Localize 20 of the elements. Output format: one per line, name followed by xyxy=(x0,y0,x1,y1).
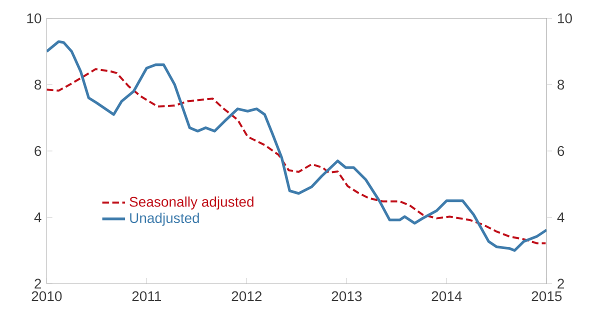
x-tick-label: 2011 xyxy=(132,291,162,302)
y-tick-label: 10 xyxy=(27,13,42,24)
line-series xyxy=(46,68,547,244)
y2-tick-label: 6 xyxy=(558,146,564,156)
x-tick-label: 2012 xyxy=(232,291,262,302)
y-tick-label: 2 xyxy=(34,278,42,289)
y2-tick-label: 10 xyxy=(558,13,572,24)
legend-label: Unadjusted xyxy=(130,212,199,226)
x-tick-label: 2014 xyxy=(432,291,462,302)
y2-tick-label: 4 xyxy=(557,212,564,222)
x-tick-label: 2013 xyxy=(332,291,362,302)
y-tick-label: 8 xyxy=(34,80,42,90)
y2-tick-label: 2 xyxy=(558,278,564,289)
legend-label: Seasonally adjusted xyxy=(130,196,254,210)
x-tick-label: 2015 xyxy=(532,291,562,302)
y-tick-label: 6 xyxy=(34,146,42,156)
y2-tick-label: 8 xyxy=(558,80,564,90)
y-tick-label: 4 xyxy=(34,212,42,222)
x-tick-label: 2010 xyxy=(32,291,62,302)
line-series xyxy=(46,40,547,252)
